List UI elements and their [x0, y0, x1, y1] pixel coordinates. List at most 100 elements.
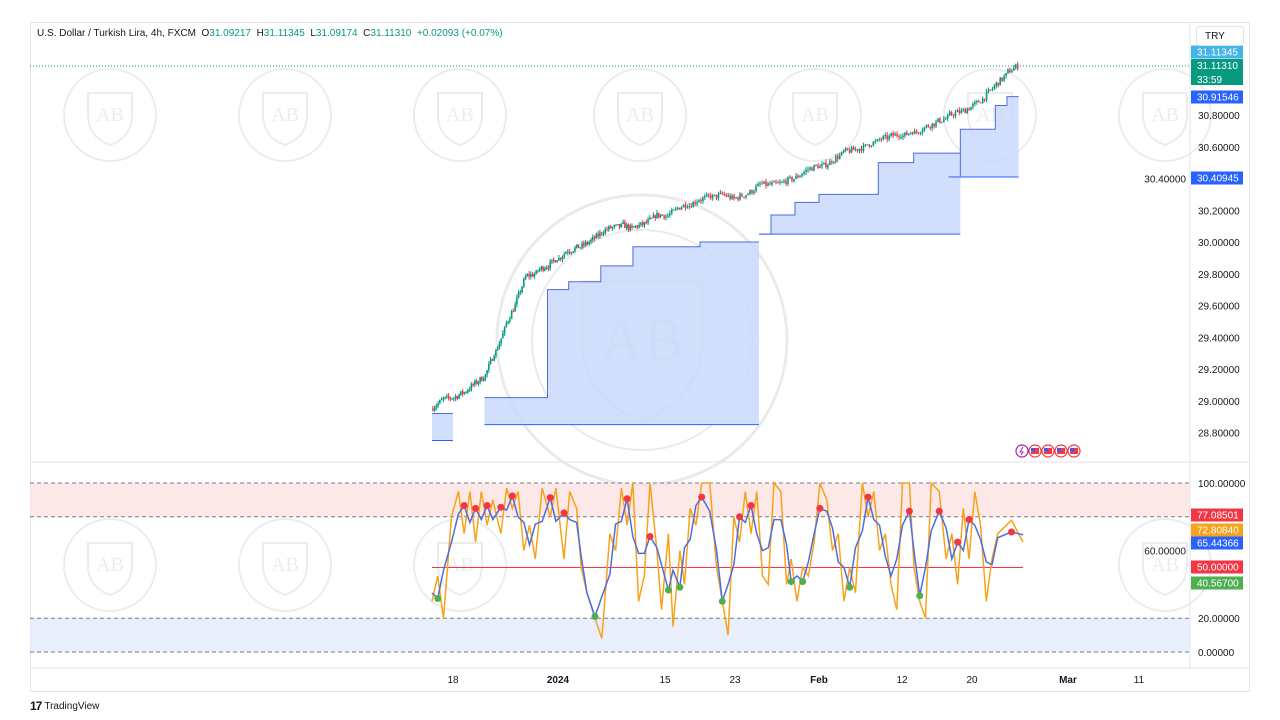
- sell-signal-dot: [736, 513, 744, 521]
- candle: [717, 193, 720, 199]
- candle: [627, 224, 630, 230]
- candle: [1014, 64, 1017, 68]
- candle: [704, 196, 706, 198]
- stop-zone: [759, 153, 961, 235]
- candle: [549, 261, 551, 269]
- open-label: O: [201, 28, 210, 39]
- symbol-title[interactable]: U.S. Dollar / Turkish Lira, 4h, FXCM: [37, 28, 196, 39]
- candle: [983, 98, 986, 100]
- candle: [707, 194, 710, 196]
- buy-signal-dot: [799, 578, 807, 586]
- candle: [954, 112, 957, 116]
- candle: [844, 148, 847, 151]
- price-tick: 30.20000: [1198, 206, 1240, 217]
- watermark-logo: AB: [768, 68, 862, 162]
- lightning-icon[interactable]: [1015, 444, 1029, 458]
- us-flag-icon[interactable]: [1054, 444, 1068, 458]
- candle: [433, 407, 436, 411]
- candle: [481, 377, 483, 381]
- candle: [892, 133, 894, 136]
- buy-signal-dot: [591, 613, 599, 621]
- candle: [599, 232, 601, 237]
- candle: [972, 103, 974, 107]
- price-tick: 30.60000: [1198, 143, 1240, 154]
- candle: [595, 233, 598, 239]
- candle: [840, 152, 843, 156]
- sell-signal-dot: [460, 502, 468, 510]
- candle: [551, 259, 553, 262]
- us-flag-icon[interactable]: [1041, 444, 1055, 458]
- candle: [721, 192, 724, 194]
- candle: [753, 191, 755, 194]
- candle: [579, 247, 582, 249]
- candle: [565, 252, 567, 254]
- candle: [678, 207, 681, 210]
- candle: [970, 106, 972, 111]
- candle: [563, 253, 566, 257]
- candle: [552, 259, 555, 261]
- candle: [1011, 70, 1013, 73]
- watermark-text: AB: [446, 104, 474, 126]
- candle: [960, 110, 963, 113]
- candle: [884, 135, 887, 137]
- candle: [715, 194, 718, 199]
- candle: [878, 138, 881, 140]
- us-flag-icon[interactable]: [1028, 444, 1042, 458]
- candle: [460, 391, 462, 395]
- candle: [702, 197, 704, 202]
- candle: [886, 135, 888, 140]
- candle: [943, 119, 945, 122]
- candle: [659, 214, 662, 218]
- price-tag: [1191, 90, 1243, 104]
- candle: [860, 148, 863, 151]
- brand-label: TradingView: [44, 700, 100, 712]
- candle: [888, 135, 890, 140]
- buy-signal-dot: [676, 583, 684, 591]
- candle: [581, 243, 583, 248]
- candle: [638, 224, 640, 228]
- candle: [866, 144, 869, 146]
- overbought-band: [30, 483, 1190, 517]
- sell-signal-dot: [698, 493, 706, 501]
- tradingview-logo-icon: 17: [30, 699, 42, 713]
- candle: [937, 118, 939, 122]
- candle: [616, 224, 619, 226]
- candle: [538, 269, 541, 271]
- sell-signal-dot: [747, 502, 755, 510]
- sell-signal-dot: [560, 509, 568, 517]
- symbol-legend: U.S. Dollar / Turkish Lira, 4h, FXCM O31…: [37, 28, 503, 39]
- candle: [449, 397, 452, 399]
- candle: [787, 177, 789, 184]
- candle: [608, 226, 610, 230]
- candle: [609, 226, 612, 229]
- price-tick: 30.00000: [1198, 238, 1240, 249]
- lightning-glyph: [1019, 446, 1024, 456]
- event-badge: [1015, 444, 1029, 458]
- candle: [632, 226, 635, 228]
- us-flag-icon[interactable]: [1067, 444, 1081, 458]
- watermark-shield: [1142, 542, 1188, 597]
- candle: [755, 186, 757, 192]
- tradingview-brand[interactable]: 17 TradingView: [30, 699, 99, 713]
- candle: [827, 164, 829, 168]
- currency-button[interactable]: TRY: [1196, 26, 1244, 46]
- candle: [439, 400, 441, 404]
- watermark-ring: [768, 68, 862, 162]
- stoch-k-line: [431, 481, 1024, 639]
- candle: [803, 171, 805, 175]
- candle: [542, 266, 544, 271]
- watermark-logo: AB: [63, 68, 157, 162]
- candle: [817, 165, 819, 169]
- candle: [950, 112, 953, 116]
- candle: [801, 174, 803, 176]
- watermark-ring: [63, 68, 157, 162]
- price-tick: 29.80000: [1198, 270, 1240, 281]
- chart-frame[interactable]: [30, 22, 1250, 692]
- oversold-band: [30, 618, 1190, 652]
- candle: [927, 125, 930, 128]
- candle: [624, 221, 626, 228]
- zone-step-line: [948, 96, 1019, 178]
- candle: [789, 176, 791, 178]
- watermark-shield: [617, 92, 663, 147]
